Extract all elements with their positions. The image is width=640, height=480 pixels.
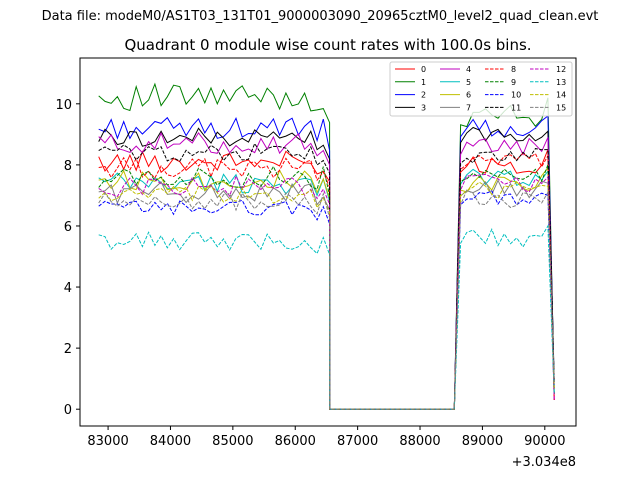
x-tick-label: 84000 (150, 434, 191, 449)
x-axis: 83000 84000 85000 86000 87000 88000 89000 90000 (87, 426, 565, 449)
y-tick-label: 4 (64, 281, 72, 296)
x-tick-label: 89000 (462, 434, 503, 449)
legend-label-10: 10 (511, 91, 521, 100)
legend-label-6: 6 (466, 91, 471, 100)
legend-label-13: 13 (556, 78, 566, 87)
y-tick-label: 2 (64, 342, 72, 357)
series-line-5 (98, 168, 555, 410)
legend-label-5: 5 (466, 78, 471, 87)
x-tick-label: 86000 (275, 434, 316, 449)
series-line-12 (98, 173, 555, 410)
series-layer (98, 82, 555, 410)
legend-frame (389, 61, 573, 117)
x-tick-label: 90000 (524, 434, 565, 449)
series-line-11 (98, 142, 555, 410)
legend-label-11: 11 (511, 103, 521, 112)
series-line-2 (98, 115, 555, 410)
series-line-4 (98, 131, 555, 410)
x-tick-label: 87000 (337, 434, 378, 449)
chart-title: Quadrant 0 module wise count rates with … (124, 36, 531, 54)
plot-frame (79, 57, 577, 427)
legend-label-1: 1 (421, 78, 426, 87)
series-line-7 (98, 179, 555, 410)
legend-label-7: 7 (466, 103, 471, 112)
x-tick-label: 85000 (212, 434, 253, 449)
legend-label-15: 15 (556, 103, 566, 112)
legend-label-4: 4 (466, 65, 471, 74)
series-line-14 (98, 181, 555, 410)
legend-label-9: 9 (511, 78, 516, 87)
x-tick-label: 88000 (399, 434, 440, 449)
y-axis: 0 2 4 6 8 10 (55, 98, 80, 418)
series-line-3 (98, 126, 555, 410)
series-line-1 (98, 82, 555, 410)
y-tick-label: 6 (64, 220, 72, 235)
y-tick-label: 10 (55, 98, 72, 113)
legend-label-0: 0 (421, 65, 426, 74)
legend-label-12: 12 (556, 65, 566, 74)
legend-label-14: 14 (556, 91, 566, 100)
y-tick-label: 0 (64, 403, 72, 418)
legend-label-2: 2 (421, 91, 426, 100)
legend-label-3: 3 (421, 103, 426, 112)
series-line-10 (98, 190, 555, 410)
series-line-13 (98, 224, 555, 410)
y-tick-label: 8 (64, 159, 72, 174)
legend-label-8: 8 (511, 65, 516, 74)
x-tick-label: 83000 (87, 434, 128, 449)
series-line-15 (98, 189, 555, 410)
series-line-0 (98, 149, 555, 410)
suptitle: Data file: modeM0/AS1T03_131T01_90000030… (42, 9, 599, 24)
x-offset-label: +3.034e8 (512, 455, 576, 470)
